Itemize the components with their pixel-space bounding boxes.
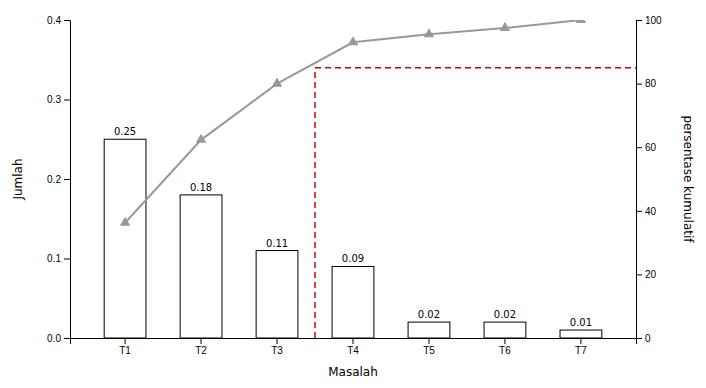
- y-tick: 0.2: [47, 174, 70, 185]
- y2-tick: 100: [636, 15, 662, 26]
- y2-tick: 0: [636, 333, 651, 344]
- tick-label: 80: [645, 78, 657, 89]
- tick-mark: [353, 338, 354, 344]
- x-tick: T1: [119, 338, 131, 356]
- marker: [120, 217, 131, 226]
- axis-line: [64, 21, 71, 339]
- data-label: 0.11: [266, 238, 288, 249]
- data-label: 0.02: [418, 309, 440, 320]
- marker: [348, 36, 359, 45]
- y-tick: 0.1: [47, 253, 70, 264]
- tick-mark: [64, 100, 70, 101]
- tick-label: 0.1: [47, 253, 61, 264]
- data-label: 0.25: [114, 126, 136, 137]
- y2-tick: 40: [636, 206, 657, 217]
- bar: [332, 266, 374, 338]
- tick-label: 0: [645, 333, 651, 344]
- tick-mark: [201, 338, 202, 344]
- y-tick: 0.0: [47, 333, 70, 344]
- axis-line: [71, 339, 637, 345]
- marker: [576, 20, 587, 23]
- bar: [560, 330, 602, 338]
- bar: [180, 195, 222, 338]
- y2-axis-title: persentase kumulatif: [681, 115, 695, 243]
- data-label: 0.18: [190, 182, 212, 193]
- tick-label: 20: [645, 269, 657, 280]
- x-tick: T5: [423, 338, 435, 356]
- tick-mark: [636, 20, 642, 21]
- tick-label: 0.4: [47, 15, 61, 26]
- tick-mark: [64, 259, 70, 260]
- data-label: 0.09: [342, 253, 364, 264]
- x-tick: T4: [347, 338, 359, 356]
- bar: [104, 139, 146, 338]
- x-axis: T1 T2 T3 T4 T5 T6 T7: [71, 338, 637, 356]
- bar: [408, 322, 450, 338]
- marker: [196, 134, 207, 143]
- chart: 0.00.10.20.30.4020406080100T1T2T3T4T5T6T…: [0, 0, 706, 388]
- tick-label: 60: [645, 142, 657, 153]
- tick-mark: [580, 338, 581, 344]
- tick-label: 40: [645, 206, 657, 217]
- tick-label: 100: [645, 15, 662, 26]
- tick-label: T4: [347, 345, 359, 356]
- tick-label: 0.2: [47, 174, 61, 185]
- tick-label: 0.3: [47, 94, 61, 105]
- tick-label: T1: [119, 345, 131, 356]
- marker: [500, 22, 511, 31]
- tick-label: T5: [423, 345, 435, 356]
- data-labels: 0.25 0.18 0.11 0.09 0.02 0.02 0.01: [114, 126, 592, 328]
- tick-mark: [64, 20, 70, 21]
- tick-mark: [636, 274, 642, 275]
- x-tick: T3: [271, 338, 283, 356]
- y2-tick: 80: [636, 78, 657, 89]
- tick-mark: [636, 211, 642, 212]
- line-series: [120, 20, 586, 226]
- tick-label: T6: [499, 345, 511, 356]
- tick-mark: [64, 338, 70, 339]
- x-tick: T6: [499, 338, 511, 356]
- threshold-line-v: [314, 68, 316, 338]
- y2-tick: 60: [636, 142, 657, 153]
- x-tick: T7: [575, 338, 587, 356]
- tick-mark: [636, 147, 642, 148]
- tick-mark: [64, 179, 70, 180]
- tick-mark: [125, 338, 126, 344]
- tick-mark: [428, 338, 429, 344]
- tick-label: 0.0: [47, 333, 61, 344]
- marker: [272, 78, 283, 87]
- y2-axis: 0 20 40 60 80 100: [636, 15, 662, 344]
- tick-label: T7: [575, 345, 587, 356]
- marks: [104, 20, 636, 338]
- threshold-line-h: [315, 67, 636, 69]
- y-axis-title: Jumlah: [11, 158, 25, 200]
- tick-mark: [277, 338, 278, 344]
- axis-line: [637, 21, 643, 339]
- tick-label: T2: [195, 345, 207, 356]
- y-tick: 0.3: [47, 94, 70, 105]
- bar: [256, 251, 298, 338]
- bar: [484, 322, 526, 338]
- bars: [104, 139, 602, 338]
- y2-tick: 20: [636, 269, 657, 280]
- data-label: 0.02: [494, 309, 516, 320]
- y-axis: 0.0 0.1 0.2 0.3 0.4: [47, 15, 70, 344]
- threshold: [315, 68, 636, 338]
- y-tick: 0.4: [47, 15, 70, 26]
- tick-label: T3: [271, 345, 283, 356]
- x-tick: T2: [195, 338, 207, 356]
- tick-mark: [504, 338, 505, 344]
- line: [125, 20, 581, 223]
- plot: 0.00.10.20.30.4020406080100T1T2T3T4T5T6T…: [11, 14, 695, 379]
- x-axis-title: Masalah: [328, 365, 378, 379]
- data-label: 0.01: [570, 317, 592, 328]
- marker: [424, 28, 435, 37]
- tick-mark: [636, 84, 642, 85]
